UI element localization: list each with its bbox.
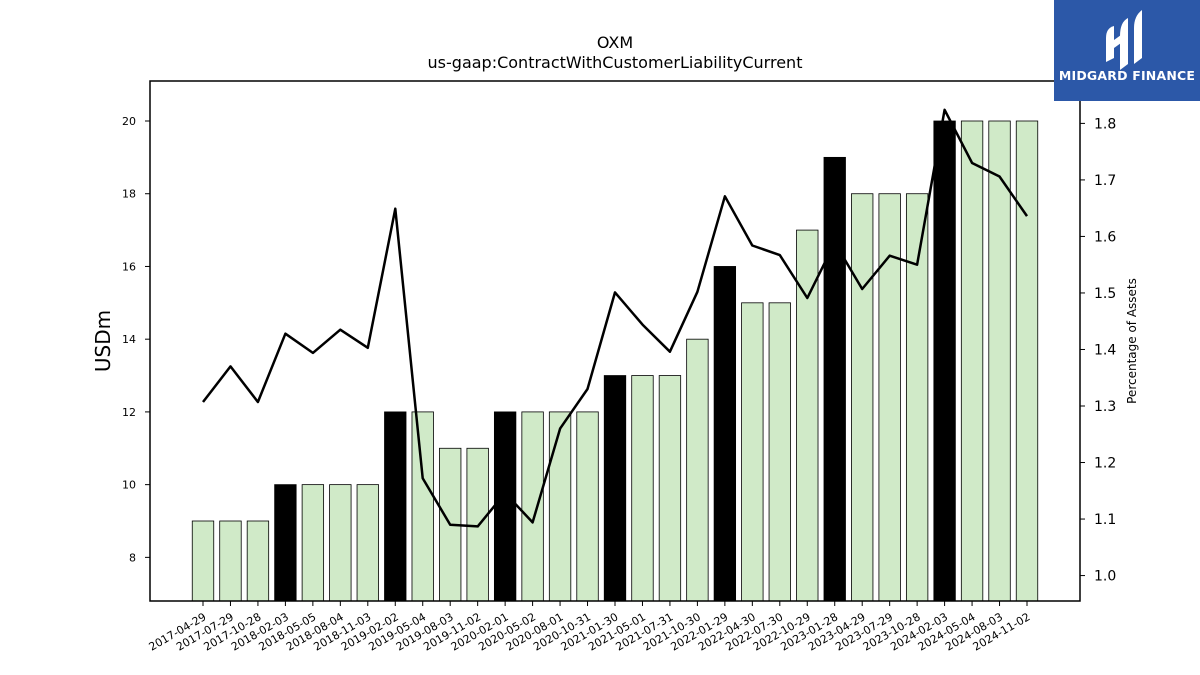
bar-2023-01-28 <box>823 156 846 602</box>
y2-tick-label: 1.3 <box>1094 399 1116 415</box>
y2-tick-label: 1.6 <box>1094 229 1116 245</box>
y-tick-label: 8 <box>129 551 136 564</box>
chart-subtitle: us-gaap:ContractWithCustomerLiabilityCur… <box>427 53 803 72</box>
chart-title: OXM <box>596 33 634 52</box>
bar-2022-07-30 <box>768 302 791 602</box>
bar-2020-08-01 <box>548 411 572 602</box>
y2-tick-label: 1.2 <box>1094 456 1116 472</box>
bar-2017-07-29 <box>219 520 242 602</box>
brand-logo: MIDGARD FINANCE <box>1054 0 1200 101</box>
bar-2020-02-01 <box>493 411 517 602</box>
bar-2021-07-31 <box>658 375 682 602</box>
y-tick-label: 10 <box>122 479 136 492</box>
bars-layer <box>191 120 1039 602</box>
bar-2021-05-01 <box>631 375 654 602</box>
right-axis: 1.0 1.1 1.2 1.3 1.4 1.5 1.6 1.7 1.8 <box>1080 116 1116 585</box>
bar-2018-08-04 <box>329 484 352 602</box>
bar-2021-01-30 <box>603 375 627 602</box>
bar-2023-04-29 <box>851 193 874 602</box>
y-tick-label: 20 <box>122 115 136 128</box>
bar-2022-04-30 <box>741 302 764 602</box>
y-tick-label: 12 <box>122 406 136 419</box>
bar-2017-04-29 <box>191 520 215 602</box>
y2-tick-label: 1.1 <box>1094 512 1116 528</box>
y2-tick-label: 1.8 <box>1094 116 1116 132</box>
bar-2017-10-28 <box>246 520 270 602</box>
y2-axis-label: Percentage of Assets <box>1125 278 1139 404</box>
y2-tick-label: 1.7 <box>1094 173 1116 189</box>
bar-2024-02-03 <box>933 120 956 602</box>
y2-tick-label: 1.4 <box>1094 342 1116 358</box>
asset-percentage-line <box>202 108 1029 528</box>
x-axis: 2017-04-292017-07-292017-10-282018-02-03… <box>147 601 1033 654</box>
bar-2019-02-02 <box>384 411 407 602</box>
brand-name: MIDGARD FINANCE <box>1058 68 1196 83</box>
bar-2018-02-03 <box>274 484 297 602</box>
y-axis-label: USDm <box>91 310 115 372</box>
bar-2020-10-31 <box>576 411 599 602</box>
bar-2021-10-30 <box>686 338 709 602</box>
y-tick-label: 14 <box>122 333 136 346</box>
bar-2024-05-04 <box>960 120 984 602</box>
midgard-m-logo-icon <box>1106 10 1142 70</box>
bar-2020-05-02 <box>521 411 544 602</box>
y2-tick-label: 1.0 <box>1094 569 1116 585</box>
y-tick-label: 16 <box>122 260 136 273</box>
bar-2022-01-29 <box>713 266 737 602</box>
bar-2018-05-05 <box>301 484 325 602</box>
bar-2023-10-28 <box>905 193 929 602</box>
bar-2024-11-02 <box>1015 120 1039 602</box>
bar-2018-11-03 <box>356 484 379 602</box>
y-tick-label: 18 <box>122 188 136 201</box>
bar-2019-05-04 <box>411 411 434 602</box>
left-axis: 8 10 12 14 16 18 20 <box>122 115 150 564</box>
bar-2024-08-03 <box>988 120 1011 602</box>
y2-tick-label: 1.5 <box>1094 286 1116 302</box>
